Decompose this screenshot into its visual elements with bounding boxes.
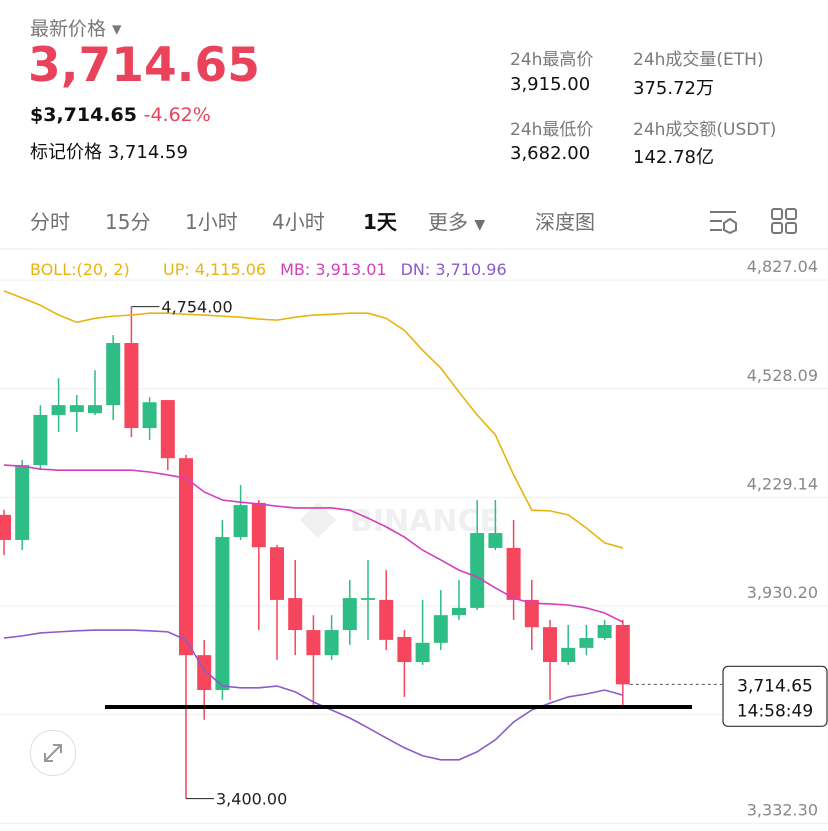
- tab[interactable]: 4小时: [272, 210, 325, 234]
- stat-label: 24h成交量(ETH): [633, 50, 764, 70]
- min-label: 3,400.00: [216, 790, 287, 809]
- candle-body: [33, 414, 48, 466]
- settings-icon[interactable]: [708, 207, 740, 235]
- tab[interactable]: 深度图: [535, 210, 595, 234]
- candle-body: [342, 598, 357, 631]
- y-tick-label: 3,332.30: [747, 800, 818, 819]
- y-tick-label: 3,930.20: [747, 583, 818, 602]
- candle-body: [142, 402, 157, 429]
- candle-body: [233, 505, 248, 538]
- candle-body: [15, 465, 30, 540]
- stat-label: 24h最低价: [510, 120, 594, 140]
- candle-body: [106, 343, 121, 406]
- last-price-label: 3,714.65: [737, 676, 813, 696]
- expand-icon: [44, 744, 62, 762]
- indicator-value: MB: 3,913.01: [280, 260, 387, 279]
- tab[interactable]: 1小时: [185, 210, 238, 234]
- tab-more[interactable]: 更多 ▼: [428, 210, 486, 234]
- tab-text: 更多: [428, 210, 468, 234]
- candle-body: [524, 599, 539, 628]
- candle-body: [579, 638, 594, 648]
- mark-value: 3,714.59: [107, 142, 188, 163]
- expand-button[interactable]: [30, 730, 76, 776]
- indicator-value: UP: 4,115.06: [163, 260, 266, 279]
- tab[interactable]: 15分: [105, 210, 151, 234]
- candle-body: [470, 533, 485, 608]
- y-tick-label: 4,528.09: [747, 366, 818, 385]
- stat-value: 3,915.00: [510, 74, 591, 95]
- indicator-label: BOLL:(20, 2): [30, 260, 130, 279]
- y-tick-label: 4,229.14: [747, 474, 818, 493]
- candle-body: [215, 537, 230, 691]
- candle-body: [543, 627, 557, 663]
- change: -4.62%: [143, 104, 211, 126]
- last-price: 3,714.65: [28, 38, 260, 93]
- candle-body: [69, 405, 84, 413]
- stat-value: 375.72万: [633, 78, 714, 99]
- tab[interactable]: 分时: [30, 210, 70, 234]
- usd-price: $3,714.65 -4.62%: [30, 104, 211, 126]
- candle-body: [288, 598, 303, 631]
- candle-body: [561, 647, 576, 663]
- candle-body: [379, 599, 394, 640]
- boll-line: [3, 464, 624, 623]
- boll-line: [3, 629, 624, 761]
- candle-body: [306, 630, 321, 656]
- candle-body: [615, 624, 630, 685]
- label-text: 最新价格: [30, 18, 107, 40]
- candle-body: [488, 533, 503, 548]
- tab-active[interactable]: 1天: [363, 210, 397, 234]
- candle-body: [160, 400, 175, 459]
- candle-body: [433, 615, 448, 643]
- candle-body: [397, 636, 412, 663]
- max-label: 4,754.00: [161, 298, 232, 317]
- usd-price-text: $3,714.65: [30, 104, 137, 126]
- layout-icon[interactable]: [770, 207, 798, 235]
- mark-price: 标记价格 3,714.59: [30, 138, 188, 164]
- candle-body: [506, 547, 521, 600]
- stat-value: 142.78亿: [633, 147, 714, 168]
- mark-label: 标记价格: [30, 142, 102, 163]
- boll-line: [3, 290, 624, 549]
- candle-body: [270, 547, 284, 600]
- indicator-value: DN: 3,710.96: [401, 260, 507, 279]
- candle-body: [361, 598, 375, 600]
- y-tick-label: 4,827.04: [747, 257, 818, 276]
- candle-body: [251, 502, 266, 548]
- candle-body: [597, 624, 612, 639]
- candle-body: [124, 343, 139, 429]
- candle-body: [415, 642, 430, 663]
- candle-body: [324, 630, 339, 656]
- stat-label: 24h成交额(USDT): [633, 120, 777, 140]
- stat-value: 3,682.00: [510, 143, 591, 164]
- candle-body: [179, 458, 193, 656]
- candle-body: [0, 514, 11, 540]
- candle-body: [88, 405, 102, 414]
- candle-body: [51, 405, 66, 415]
- price-label[interactable]: 最新价格 ▾: [30, 18, 122, 40]
- last-time-label: 14:58:49: [737, 701, 813, 721]
- candle-body: [452, 607, 466, 616]
- last-price-box: [722, 665, 828, 727]
- stat-label: 24h最高价: [510, 50, 594, 70]
